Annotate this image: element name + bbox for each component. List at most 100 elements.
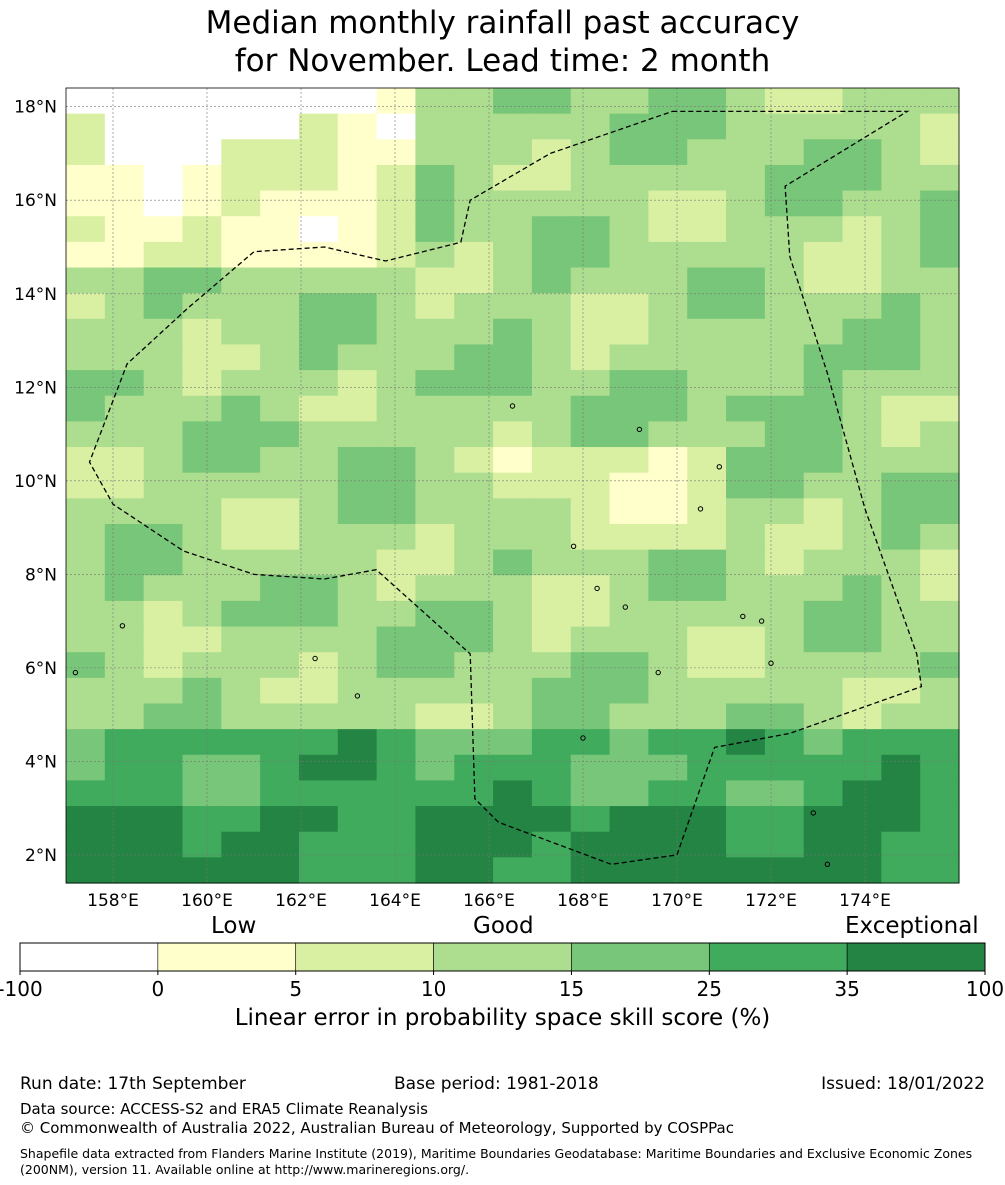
skill-cell — [104, 113, 145, 140]
skill-cell — [881, 831, 921, 858]
skill-cell — [648, 600, 688, 628]
skill-cell — [687, 370, 727, 397]
skill-cell — [803, 344, 844, 371]
skill-cell — [66, 267, 106, 294]
skill-cell — [842, 857, 882, 884]
skill-cell — [182, 318, 222, 346]
skill-cell — [687, 190, 727, 217]
skill-cell — [764, 216, 805, 243]
skill-cell — [143, 780, 184, 807]
skill-cell — [298, 703, 339, 730]
skill-cell — [376, 626, 417, 653]
skill-cell — [920, 780, 960, 807]
skill-cell — [687, 164, 727, 192]
skill-cells — [66, 88, 960, 884]
skill-cell — [764, 113, 805, 140]
skill-cell — [920, 677, 960, 705]
skill-cell — [920, 241, 960, 269]
skill-cell — [648, 806, 688, 833]
skill-cell — [920, 498, 960, 525]
skill-cell — [493, 729, 533, 756]
colorbar-segment — [433, 942, 572, 972]
skill-cell — [454, 318, 494, 346]
skill-cell — [687, 831, 727, 858]
colorbar: -100 0 5 10 15 25 35 100 — [0, 942, 1004, 1001]
skill-cell — [493, 344, 533, 371]
skill-cell — [648, 498, 688, 525]
skill-cell — [376, 780, 417, 807]
skill-cell — [570, 139, 611, 166]
skill-cell — [842, 754, 882, 782]
skill-cell — [493, 113, 533, 140]
skill-cell — [454, 549, 494, 576]
skill-cell — [648, 267, 688, 294]
skill-cell — [104, 190, 145, 217]
title-line-2: for November. Lead time: 2 month — [234, 43, 771, 79]
issued-date: Issued: 18/01/2022 — [821, 1074, 985, 1094]
skill-cell — [920, 216, 960, 243]
skill-cell — [687, 652, 727, 679]
skill-cell — [66, 523, 106, 551]
skill-cell — [570, 472, 611, 499]
skill-cell — [104, 806, 145, 833]
skill-cell — [803, 729, 844, 756]
skill-cell — [881, 600, 921, 628]
skill-cell — [920, 806, 960, 833]
skill-cell — [66, 652, 106, 679]
copyright: © Commonwealth of Australia 2022, Austra… — [20, 1119, 734, 1137]
skill-cell — [66, 216, 106, 243]
skill-cell — [493, 421, 533, 448]
skill-cell — [842, 216, 882, 243]
skill-cell — [803, 293, 844, 320]
skill-cell — [764, 88, 805, 115]
skill-cell — [221, 575, 261, 602]
skill-cell — [687, 472, 727, 499]
skill-cell — [182, 549, 222, 576]
skill-cell — [842, 831, 882, 858]
skill-cell — [764, 831, 805, 858]
skill-cell — [260, 703, 300, 730]
skill-cell — [298, 113, 339, 140]
skill-cell — [415, 318, 455, 346]
base-period: Base period: 1981-2018 — [394, 1074, 599, 1094]
skill-cell — [376, 318, 417, 346]
skill-cell — [182, 575, 222, 602]
skill-cell — [298, 729, 339, 756]
skill-cell — [531, 216, 572, 243]
skill-cell — [298, 806, 339, 833]
skill-cell — [803, 267, 844, 294]
skill-cell — [726, 549, 766, 576]
skill-cell — [842, 318, 882, 346]
island-outline — [768, 660, 774, 666]
skill-cell — [570, 113, 611, 140]
skill-cell — [415, 831, 455, 858]
skill-cell — [726, 857, 766, 884]
skill-cell — [842, 729, 882, 756]
skill-cell — [337, 447, 378, 474]
skill-cell — [221, 370, 261, 397]
skill-cell — [415, 523, 455, 551]
skill-cell — [298, 216, 339, 243]
skill-cell — [376, 600, 417, 628]
skill-cell — [803, 88, 844, 115]
skill-cell — [182, 600, 222, 628]
skill-cell — [221, 652, 261, 679]
skill-cell — [570, 652, 611, 679]
skill-cell — [454, 447, 494, 474]
skill-cell — [842, 421, 882, 448]
skill-cell — [493, 703, 533, 730]
skill-cell — [803, 831, 844, 858]
skill-cell — [648, 139, 688, 166]
skill-cell — [648, 703, 688, 730]
skill-cell — [337, 267, 378, 294]
skill-cell — [803, 652, 844, 679]
skill-cell — [143, 88, 184, 115]
skill-cell — [881, 267, 921, 294]
skill-cell — [376, 421, 417, 448]
skill-cell — [920, 113, 960, 140]
skill-cell — [143, 113, 184, 140]
skill-cell — [66, 190, 106, 217]
skill-cell — [803, 523, 844, 551]
skill-cell — [881, 472, 921, 499]
skill-cell — [648, 677, 688, 705]
